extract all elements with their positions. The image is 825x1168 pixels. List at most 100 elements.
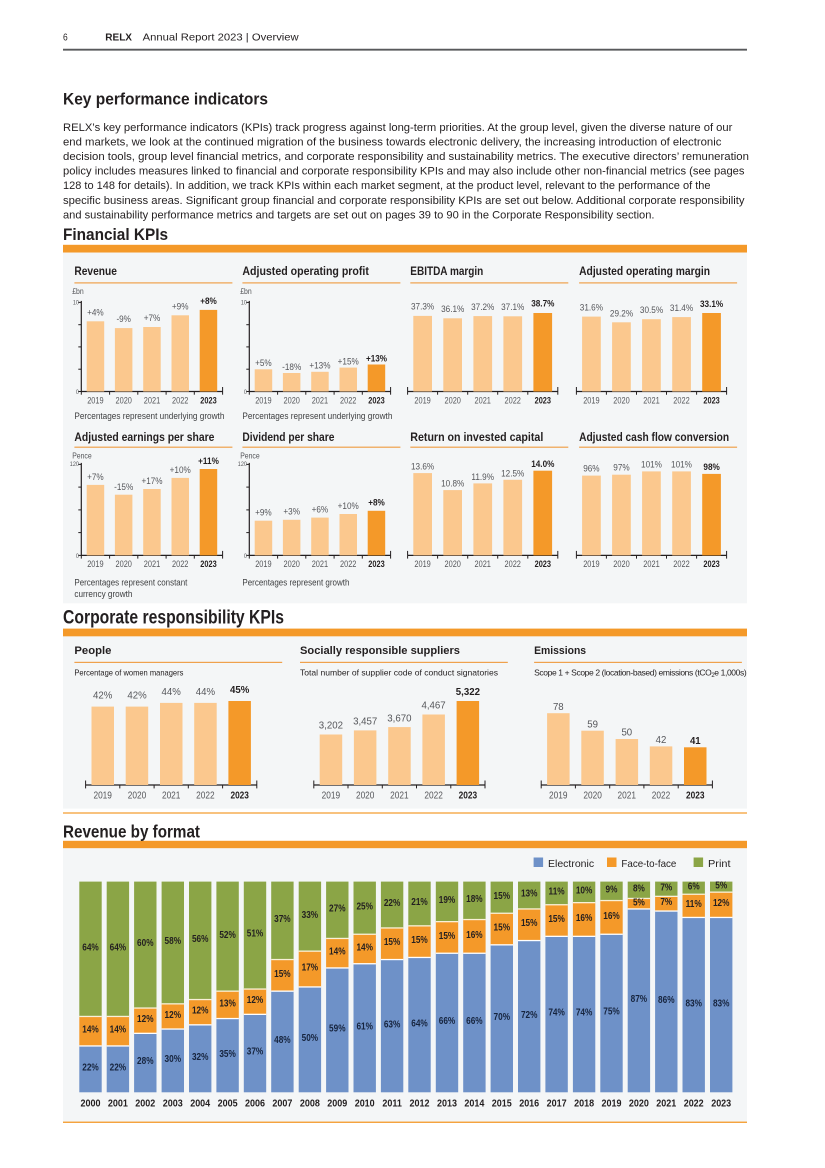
svg-text:12%: 12%	[247, 995, 264, 1006]
svg-text:2021: 2021	[618, 791, 637, 802]
svg-text:2017: 2017	[547, 1099, 567, 1110]
svg-text:2019: 2019	[414, 559, 430, 569]
svg-text:-9%: -9%	[116, 314, 131, 325]
svg-text:+7%: +7%	[144, 313, 161, 324]
svg-text:+10%: +10%	[170, 465, 192, 476]
svg-text:38.7%: 38.7%	[531, 299, 555, 310]
svg-text:35%: 35%	[219, 1049, 236, 1060]
svg-text:2021: 2021	[312, 559, 328, 569]
svg-text:2020: 2020	[284, 395, 300, 405]
svg-text:2019: 2019	[414, 395, 430, 405]
svg-text:£bn: £bn	[240, 287, 252, 296]
svg-text:-18%: -18%	[282, 362, 302, 373]
svg-text:10%: 10%	[576, 886, 593, 897]
svg-text:Adjusted cash flow conversion: Adjusted cash flow conversion	[579, 430, 729, 444]
svg-text:2020: 2020	[356, 791, 375, 802]
svg-text:2022: 2022	[673, 395, 689, 405]
svg-text:2023: 2023	[200, 559, 216, 569]
svg-text:13%: 13%	[521, 889, 538, 900]
svg-text:+9%: +9%	[255, 508, 272, 519]
svg-text:6%: 6%	[688, 881, 700, 892]
svg-text:Percentages represent underlyi: Percentages represent underlying growth	[74, 411, 224, 421]
svg-text:Adjusted operating margin: Adjusted operating margin	[579, 264, 710, 278]
svg-text:Corporate responsibility KPIs: Corporate responsibility KPIs	[63, 608, 284, 629]
svg-text:11.9%: 11.9%	[471, 472, 494, 483]
svg-text:2020: 2020	[613, 395, 629, 405]
svg-text:44%: 44%	[162, 687, 181, 698]
svg-text:45%: 45%	[230, 685, 249, 696]
svg-text:3,670: 3,670	[387, 713, 411, 724]
svg-text:2022: 2022	[172, 395, 188, 405]
svg-text:£bn: £bn	[72, 287, 84, 296]
svg-text:75%: 75%	[603, 1007, 620, 1018]
svg-text:2021: 2021	[144, 395, 160, 405]
svg-text:42: 42	[656, 735, 667, 746]
svg-text:2022: 2022	[172, 559, 188, 569]
svg-text:policy includes measures linke: policy includes measures linked to finan…	[63, 166, 745, 178]
svg-text:7%: 7%	[660, 897, 672, 908]
svg-text:0: 0	[244, 553, 247, 560]
svg-text:2023: 2023	[686, 791, 705, 802]
svg-text:37%: 37%	[247, 1047, 264, 1058]
svg-text:5,322: 5,322	[456, 687, 480, 698]
svg-text:+5%: +5%	[255, 358, 272, 369]
svg-text:2015: 2015	[492, 1099, 512, 1110]
svg-text:10: 10	[241, 299, 247, 306]
svg-text:Percentages represent growth: Percentages represent growth	[242, 577, 349, 587]
svg-text:32%: 32%	[192, 1052, 209, 1063]
svg-text:+13%: +13%	[309, 361, 331, 372]
svg-text:9%: 9%	[606, 885, 618, 896]
svg-text:2021: 2021	[656, 1099, 676, 1110]
svg-text:2023: 2023	[200, 395, 216, 405]
svg-text:64%: 64%	[82, 942, 99, 953]
svg-text:2002: 2002	[135, 1099, 155, 1110]
svg-text:14%: 14%	[356, 942, 373, 953]
svg-text:2019: 2019	[87, 395, 103, 405]
svg-text:72%: 72%	[521, 1010, 538, 1021]
svg-text:17%: 17%	[302, 962, 319, 973]
svg-text:+13%: +13%	[366, 353, 388, 364]
svg-text:15%: 15%	[548, 914, 565, 925]
svg-text:2000: 2000	[81, 1099, 101, 1110]
svg-text:3,457: 3,457	[353, 717, 377, 728]
svg-text:2019: 2019	[322, 791, 341, 802]
svg-text:2022: 2022	[505, 395, 521, 405]
svg-text:+7%: +7%	[87, 472, 104, 483]
svg-text:2019: 2019	[87, 559, 103, 569]
svg-text:currency growth: currency growth	[74, 589, 132, 599]
svg-text:60%: 60%	[137, 938, 154, 949]
svg-text:2016: 2016	[519, 1099, 539, 1110]
svg-text:2020: 2020	[116, 559, 132, 569]
svg-text:Revenue by format: Revenue by format	[63, 821, 200, 841]
svg-text:2023: 2023	[535, 395, 551, 405]
svg-text:2011: 2011	[382, 1099, 402, 1110]
svg-text:Dividend per share: Dividend per share	[242, 430, 334, 444]
svg-text:Adjusted earnings per share: Adjusted earnings per share	[74, 430, 214, 444]
svg-text:11%: 11%	[549, 887, 565, 898]
svg-text:RELX’s key performance indicat: RELX’s key performance indicators (KPIs)…	[63, 122, 733, 134]
svg-text:42%: 42%	[127, 691, 146, 702]
svg-text:7%: 7%	[660, 882, 672, 893]
svg-text:2021: 2021	[312, 395, 328, 405]
svg-text:31.4%: 31.4%	[670, 303, 694, 314]
svg-text:15%: 15%	[411, 935, 428, 946]
svg-text:13.6%: 13.6%	[411, 462, 435, 473]
svg-text:74%: 74%	[576, 1008, 593, 1019]
svg-text:2014: 2014	[464, 1099, 484, 1110]
svg-text:2023: 2023	[711, 1099, 731, 1110]
svg-text:2023: 2023	[535, 559, 551, 569]
svg-text:+11%: +11%	[198, 456, 219, 467]
svg-text:Percentage of women managers: Percentage of women managers	[74, 667, 183, 677]
svg-text:2021: 2021	[390, 791, 409, 802]
svg-text:4,467: 4,467	[422, 701, 446, 712]
svg-text:8%: 8%	[633, 883, 645, 894]
svg-text:50: 50	[621, 728, 632, 739]
svg-text:2020: 2020	[284, 559, 300, 569]
svg-text:6: 6	[63, 32, 68, 44]
svg-text:2020: 2020	[116, 395, 132, 405]
svg-text:2019: 2019	[583, 559, 599, 569]
svg-text:22%: 22%	[384, 898, 401, 909]
svg-text:101%: 101%	[671, 459, 692, 470]
svg-text:64%: 64%	[411, 1018, 428, 1029]
svg-text:2021: 2021	[144, 559, 160, 569]
